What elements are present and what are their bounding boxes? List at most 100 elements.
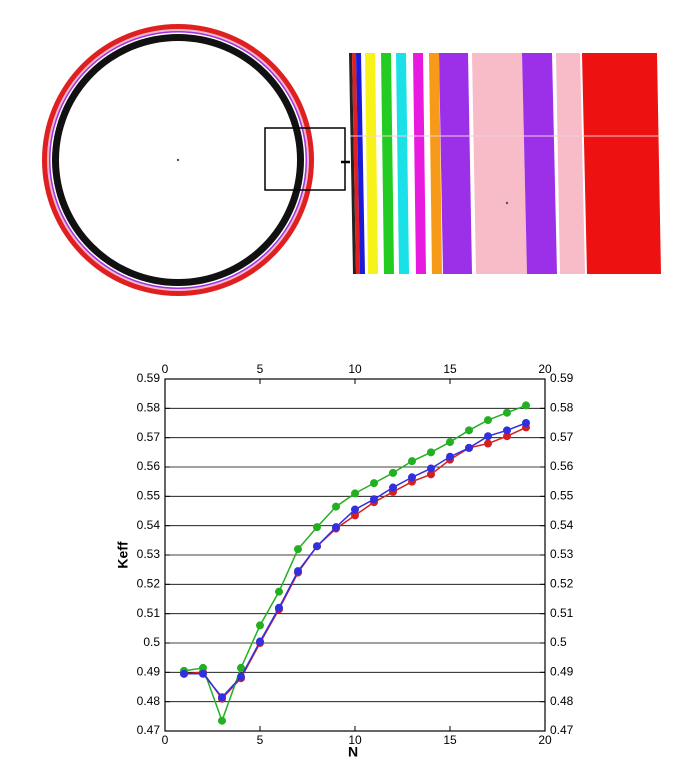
y-tick-label: 0.49 (137, 665, 161, 679)
data-point (522, 419, 530, 427)
data-point (294, 567, 302, 576)
data-point (370, 495, 378, 504)
data-point (427, 464, 435, 473)
band (349, 53, 356, 274)
y2-tick-label: 0.57 (550, 430, 574, 444)
data-point (275, 587, 283, 596)
band (352, 53, 360, 274)
data-point (218, 693, 226, 702)
y-tick-label: 0.5 (143, 635, 160, 649)
y-tick-label: 0.58 (137, 401, 161, 415)
y2-tick-label: 0.54 (550, 518, 574, 532)
y-tick-label: 0.57 (137, 430, 161, 444)
band (582, 53, 661, 274)
core-diagram (42, 24, 392, 296)
data-point (503, 426, 511, 435)
data-point (332, 502, 340, 511)
data-point (180, 669, 188, 678)
data-point (237, 663, 245, 672)
data-point (408, 457, 416, 466)
y-tick-label: 0.53 (137, 547, 161, 561)
band (381, 53, 394, 274)
chart: N Keff 0.47 0.47 0.48 0.48 0.49 0.49 0.5 0.5 0.5… (115, 362, 574, 760)
band (396, 53, 409, 274)
data-point (275, 603, 283, 612)
x-tick-label: 15 (443, 733, 457, 747)
y-tick-label: 0.56 (137, 459, 161, 473)
y-tick-label: 0.47 (137, 723, 161, 737)
data-point (522, 401, 530, 410)
y-tick-label: 0.59 (137, 371, 161, 385)
data-point (389, 468, 397, 477)
x2-tick-label: 10 (348, 362, 362, 376)
data-point (370, 479, 378, 488)
data-point (484, 416, 492, 425)
band (413, 53, 426, 274)
x-axis-title: N (348, 744, 358, 760)
band (439, 53, 472, 274)
data-point (446, 438, 454, 447)
y2-tick-label: 0.48 (550, 694, 574, 708)
y-axis-title: Keff (115, 541, 131, 569)
y2-tick-label: 0.51 (550, 606, 574, 620)
zoom-center-mark (505, 201, 509, 205)
y2-tick-label: 0.58 (550, 401, 574, 415)
data-point (446, 452, 454, 461)
x-tick-label: 0 (162, 733, 169, 747)
data-point (503, 408, 511, 417)
data-point (484, 432, 492, 441)
data-point (294, 545, 302, 554)
x2-tick-label: 20 (538, 362, 552, 376)
y2-tick-label: 0.59 (550, 371, 574, 385)
data-point (256, 637, 264, 646)
zoom-diagram (349, 53, 661, 274)
data-point (484, 439, 492, 448)
band (556, 53, 585, 274)
y2-tick-label: 0.49 (550, 665, 574, 679)
data-point (313, 523, 321, 532)
band (429, 53, 442, 274)
data-point (465, 426, 473, 435)
series-line (183, 404, 527, 723)
band (356, 53, 365, 274)
data-point (351, 505, 359, 514)
x2-tick-label: 5 (257, 362, 264, 376)
band (522, 53, 557, 274)
series-line (184, 422, 527, 699)
data-point (256, 621, 264, 630)
y2-tick-label: 0.5 (550, 635, 567, 649)
center-mark (176, 158, 180, 162)
plot-frame (164, 378, 546, 732)
data-point (332, 523, 340, 532)
y2-tick-label: 0.53 (550, 547, 574, 561)
x2-tick-label: 0 (162, 362, 169, 376)
x-tick-label: 10 (348, 733, 362, 747)
data-point (351, 489, 359, 498)
data-point (389, 483, 397, 492)
data-point (237, 672, 245, 681)
band (365, 53, 378, 274)
y-tick-label: 0.51 (137, 606, 161, 620)
series-line (183, 426, 527, 700)
data-point (427, 448, 435, 457)
zoom-box (264, 127, 346, 191)
y-tick-label: 0.52 (137, 577, 161, 591)
data-point (313, 542, 321, 551)
y2-tick-label: 0.52 (550, 577, 574, 591)
data-point (465, 443, 473, 452)
data-point (408, 473, 416, 482)
y2-tick-label: 0.47 (550, 723, 574, 737)
y2-tick-label: 0.55 (550, 489, 574, 503)
band (472, 53, 527, 274)
y-tick-label: 0.55 (137, 489, 161, 503)
data-point (199, 669, 207, 678)
x2-tick-label: 15 (443, 362, 457, 376)
y-tick-label: 0.54 (137, 518, 161, 532)
y-tick-label: 0.48 (137, 694, 161, 708)
data-point (218, 716, 226, 725)
x-tick-label: 5 (257, 733, 264, 747)
y2-tick-label: 0.56 (550, 459, 574, 473)
x-tick-label: 20 (538, 733, 552, 747)
